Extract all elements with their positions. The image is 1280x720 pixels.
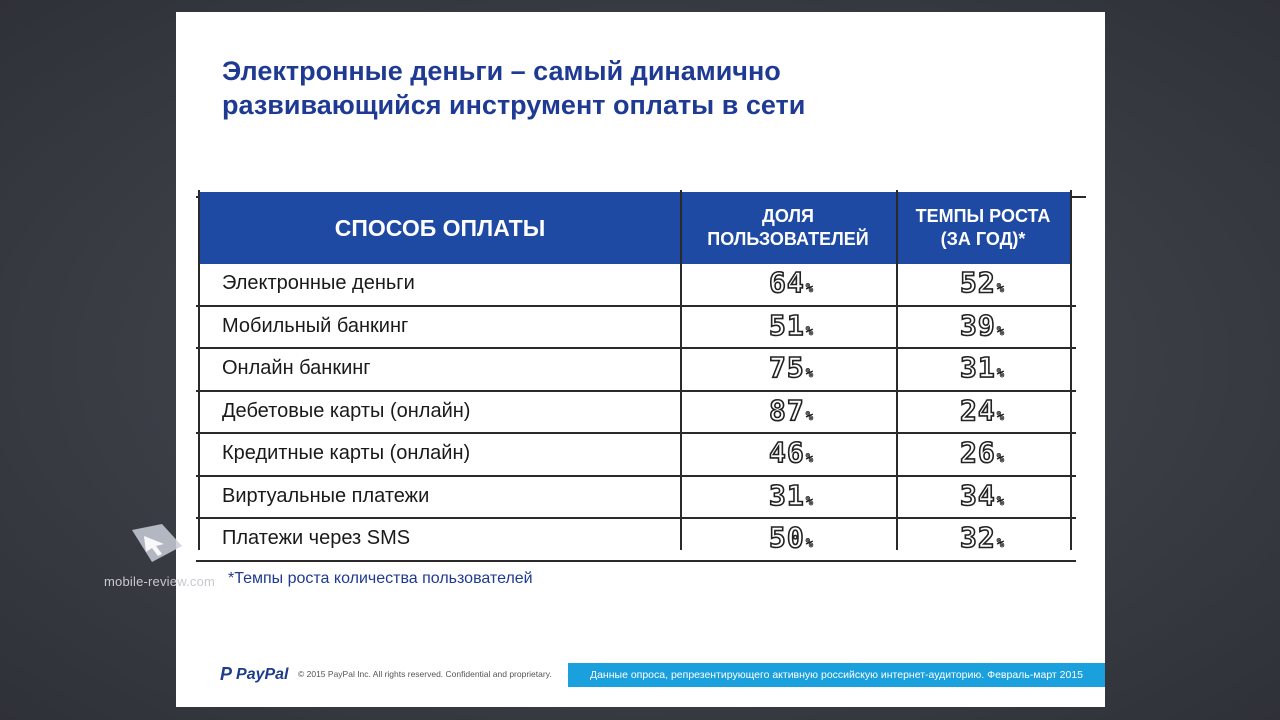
table-divider-left <box>198 190 200 550</box>
paypal-mark-icon: P <box>220 664 233 684</box>
header-method: СПОСОБ ОПЛАТЫ <box>334 214 546 241</box>
header-share: ДОЛЯ ПОЛЬЗОВАТЕЛЕЙ <box>680 192 896 264</box>
row-share: 64% <box>768 265 814 300</box>
row-share: 50% <box>768 520 814 555</box>
table-row: Виртуальные платежи 31% 34% <box>196 477 1076 519</box>
watermark-logo-icon <box>132 524 182 562</box>
row-method: Дебетовые карты (онлайн) <box>222 399 471 422</box>
footnote: *Темпы роста количества пользователей <box>228 570 533 587</box>
table-row: Электронные деньги 64% 52% <box>196 264 1076 307</box>
header-growth-line2: (ЗА ГОД)* <box>940 229 1026 249</box>
table-row: Платежи через SMS 50% 32% <box>196 519 1076 562</box>
row-method: Кредитные карты (онлайн) <box>222 442 471 464</box>
row-growth: 26% <box>959 435 1005 470</box>
presentation-slide: Электронные деньги – самый динамично раз… <box>176 12 1105 707</box>
row-growth: 39% <box>959 308 1005 343</box>
paypal-logo-text: PayPal <box>236 665 289 683</box>
row-method: Виртуальные платежи <box>222 484 430 507</box>
row-growth: 31% <box>959 350 1005 385</box>
row-growth: 24% <box>959 393 1005 428</box>
table-divider-growth <box>896 190 898 550</box>
slide-title-line1: Электронные деньги – самый динамично <box>222 56 781 86</box>
row-share: 51% <box>768 308 814 343</box>
header-growth-line1: ТЕМПЫ РОСТА <box>915 206 1051 226</box>
header-growth: ТЕМПЫ РОСТА (ЗА ГОД)* <box>896 192 1070 264</box>
table-row: Кредитные карты (онлайн) 46% 26% <box>196 434 1076 477</box>
source-footer-bar: Данные опроса, репрезентирующего активну… <box>568 663 1105 687</box>
row-method: Мобильный банкинг <box>222 314 409 337</box>
row-method: Онлайн банкинг <box>222 357 371 379</box>
payment-methods-table: СПОСОБ ОПЛАТЫ ДОЛЯ ПОЛЬЗОВАТЕЛЕЙ ТЕМПЫ Р… <box>196 182 1091 562</box>
header-share-line1: ДОЛЯ <box>762 206 814 226</box>
header-share-line2: ПОЛЬЗОВАТЕЛЕЙ <box>707 229 869 249</box>
row-share: 87% <box>768 393 814 428</box>
row-share: 31% <box>768 478 814 513</box>
paypal-logo: P PayPal <box>220 664 289 685</box>
row-growth: 34% <box>959 478 1005 513</box>
source-text: Данные опроса, репрезентирующего активну… <box>589 669 1084 681</box>
table-body: Электронные деньги 64% 52% Мобильный бан… <box>196 264 1076 562</box>
table-header: СПОСОБ ОПЛАТЫ ДОЛЯ ПОЛЬЗОВАТЕЛЕЙ ТЕМПЫ Р… <box>200 192 1070 264</box>
watermark-text: mobile-review.com <box>104 574 216 589</box>
row-method: Электронные деньги <box>222 272 415 294</box>
table-row: Онлайн банкинг 75% 31% <box>196 349 1076 392</box>
copyright-text: © 2015 PayPal Inc. All rights reserved. … <box>298 669 552 679</box>
row-growth: 32% <box>959 520 1005 555</box>
table-divider-right <box>1070 190 1072 550</box>
row-growth: 52% <box>959 265 1005 300</box>
slide-title-line2: развивающийся инструмент оплаты в сети <box>222 90 806 120</box>
table-row: Мобильный банкинг 51% 39% <box>196 307 1076 349</box>
row-share: 75% <box>768 350 814 385</box>
slide-title: Электронные деньги – самый динамично раз… <box>222 54 982 122</box>
table-row: Дебетовые карты (онлайн) 87% 24% <box>196 392 1076 434</box>
row-method: Платежи через SMS <box>222 527 411 549</box>
row-share: 46% <box>768 435 814 470</box>
table-divider-share <box>680 190 682 550</box>
